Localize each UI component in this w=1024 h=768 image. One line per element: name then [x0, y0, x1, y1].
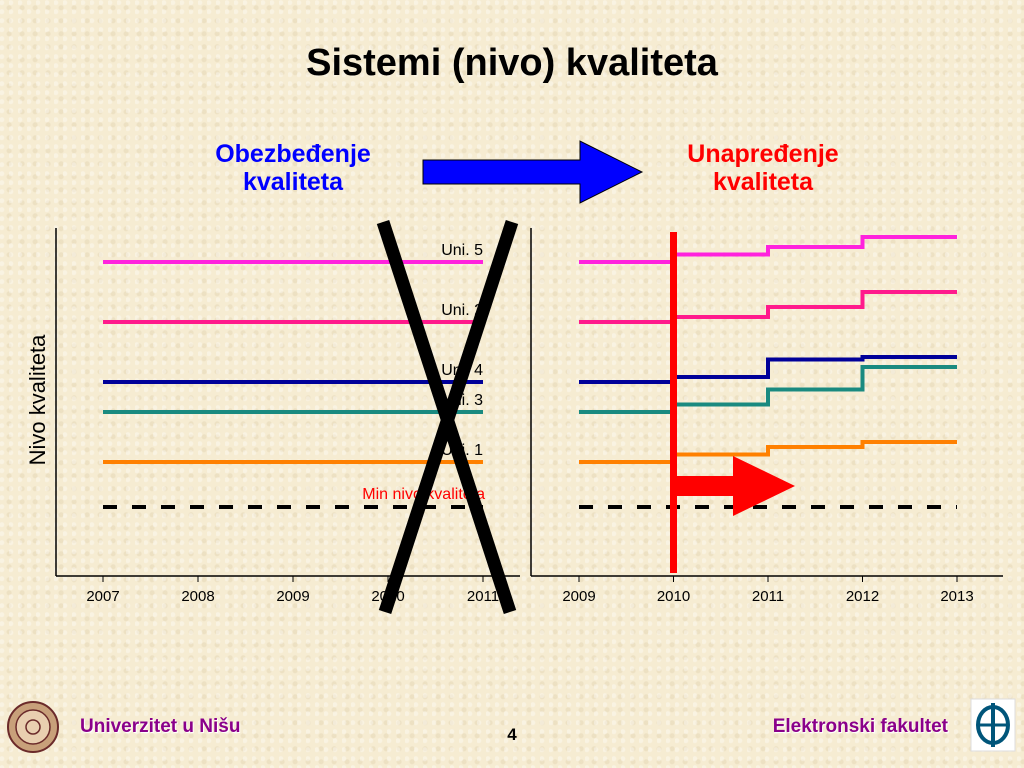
step-series-line-5 — [579, 440, 957, 464]
x-tick-label: 2009 — [562, 588, 595, 605]
x-tick-label: 2010 — [657, 588, 690, 605]
transition-arrow-icon — [422, 140, 644, 204]
x-tick-label: 2009 — [276, 588, 309, 605]
footer-university: Univerzitet u Nišu — [80, 716, 241, 737]
crossed-out-x-icon — [376, 219, 519, 615]
step-series-line-3 — [579, 355, 957, 384]
page-number: 4 — [507, 725, 517, 744]
step-series-line-2 — [579, 290, 957, 324]
x-tick-label: 2011 — [467, 588, 499, 605]
faculty-emblem-logo — [970, 698, 1016, 752]
x-tick-label: 2013 — [940, 588, 973, 605]
series-label-uni-5: Uni. 5 — [441, 242, 483, 259]
right-panel-axes: 2009 2010 2011 2012 2013 — [530, 228, 1003, 605]
slide-title: Sistemi (nivo) kvaliteta — [306, 42, 718, 84]
x-tick-label: 2007 — [86, 588, 119, 605]
series-label-uni-2: Uni. 2 — [441, 302, 483, 319]
x-tick-label: 2011 — [752, 588, 784, 605]
quality-level-chart: 2007 2008 2009 2010 2011 2009 2010 2011 2012 201… — [55, 140, 1003, 615]
footer-faculty: Elektronski fakultet — [772, 716, 948, 737]
heading-right-line-2: kvaliteta — [712, 168, 814, 196]
heading-quality-improvement: Unapređenje kvaliteta — [643, 140, 883, 196]
heading-quality-assurance: Obezbeđenje kvaliteta — [173, 140, 413, 196]
x-tick-label: 2012 — [846, 588, 879, 605]
heading-right-line-1: Unapređenje — [687, 140, 839, 168]
step-series-line-1 — [579, 235, 957, 264]
x-tick-label: 2008 — [181, 588, 214, 605]
university-seal-logo — [7, 701, 59, 753]
heading-left-line-1: Obezbeđenje — [215, 140, 371, 168]
improvement-arrow-icon — [673, 456, 795, 516]
heading-left-line-2: kvaliteta — [242, 168, 344, 196]
